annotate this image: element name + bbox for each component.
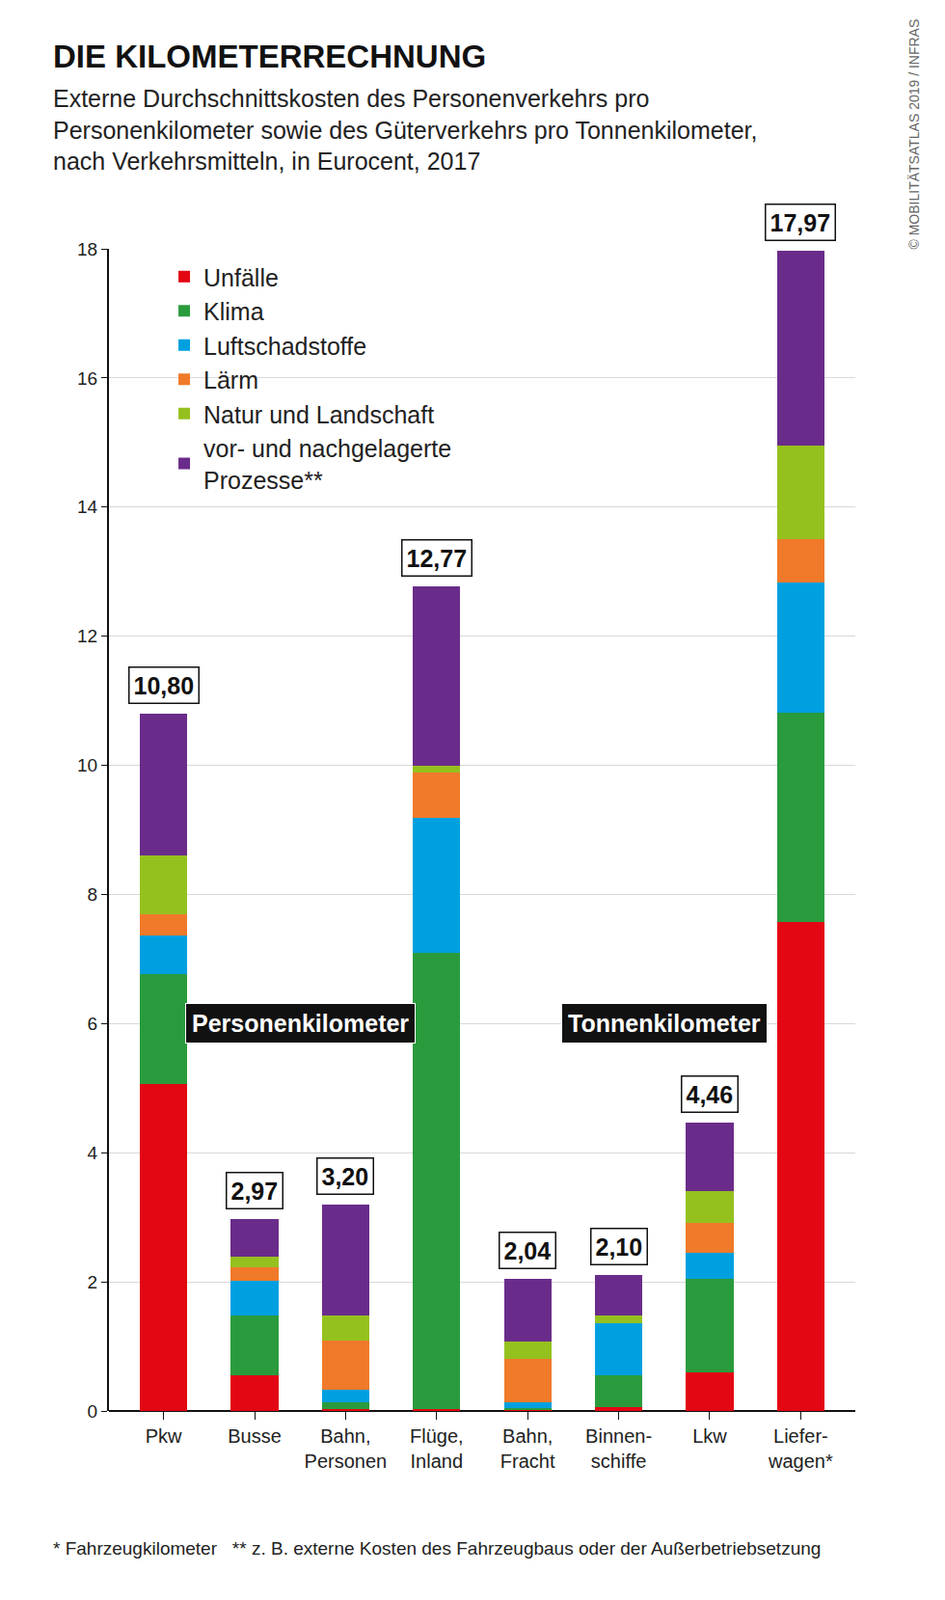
svg-text:4: 4 [87,1142,99,1163]
svg-text:17,97: 17,97 [770,209,832,237]
svg-text:12: 12 [77,625,98,647]
svg-text:Bahn,Fracht: Bahn,Fracht [500,1425,556,1472]
svg-text:Flüge,Inland: Flüge,Inland [409,1425,464,1472]
svg-text:8: 8 [87,884,99,905]
svg-text:Binnen-schiffe: Binnen-schiffe [585,1425,652,1472]
svg-text:2: 2 [87,1271,99,1293]
svg-text:© MOBILITÄTSATLAS 2019 / INFRA: © MOBILITÄTSATLAS 2019 / INFRAS [906,19,922,250]
svg-text:10: 10 [77,755,98,776]
svg-text:Natur und Landschaft: Natur und Landschaft [203,401,434,429]
svg-text:Klima: Klima [203,297,265,325]
svg-text:Unfälle: Unfälle [203,264,279,292]
svg-text:18: 18 [77,239,98,260]
svg-text:0: 0 [87,1401,99,1422]
svg-text:3,20: 3,20 [322,1162,370,1190]
svg-text:10,80: 10,80 [134,672,195,700]
svg-text:4,46: 4,46 [686,1080,734,1108]
svg-text:2,10: 2,10 [595,1233,644,1261]
svg-text:Pkw: Pkw [145,1425,183,1447]
svg-text:Luftschadstoffe: Luftschadstoffe [203,332,367,360]
svg-text:Lkw: Lkw [692,1425,728,1447]
svg-text:2,04: 2,04 [504,1237,552,1265]
svg-text:2,97: 2,97 [231,1177,279,1205]
svg-text:* Fahrzeugkilometer ** z. B.: * Fahrzeugkilometer ** z. B. externe Kos… [53,1538,821,1559]
svg-text:Lärm: Lärm [203,366,259,394]
svg-text:14: 14 [77,496,99,517]
svg-text:DIE KILOMETERRECHNUNG: DIE KILOMETERRECHNUNG [53,38,486,75]
svg-text:Busse: Busse [227,1425,282,1447]
svg-text:Bahn,Personen: Bahn,Personen [304,1425,388,1472]
svg-text:Liefer-wagen*: Liefer-wagen* [767,1425,834,1472]
svg-text:12,77: 12,77 [406,544,468,572]
svg-text:16: 16 [77,368,98,389]
svg-text:6: 6 [87,1013,99,1034]
svg-text:Externe Durchschnittskosten de: Externe Durchschnittskosten des Personen… [53,84,757,175]
svg-text:Tonnenkilometer: Tonnenkilometer [567,1009,761,1037]
svg-text:Personenkilometer: Personenkilometer [191,1009,409,1037]
svg-text:vor- und nachgelagerteProzesse: vor- und nachgelagerteProzesse** [203,434,452,494]
